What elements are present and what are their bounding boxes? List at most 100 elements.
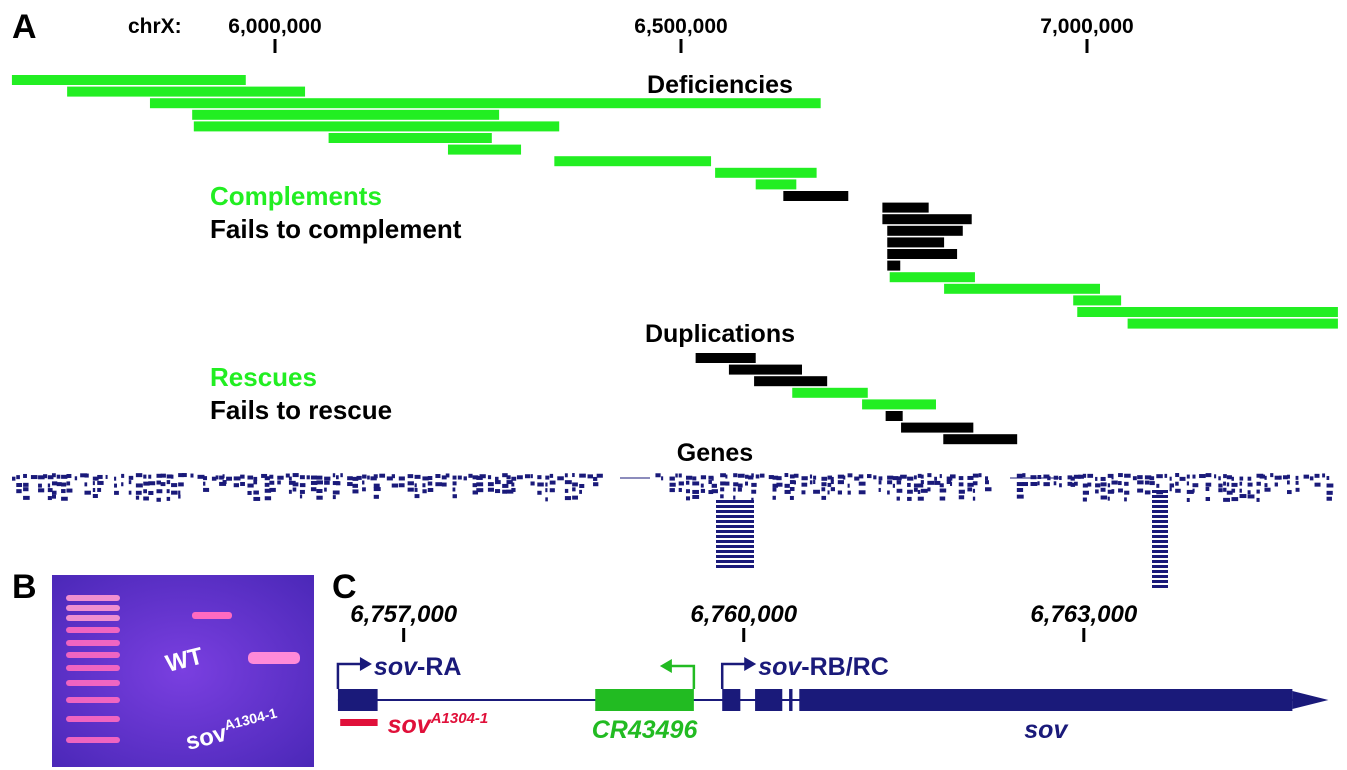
gene-model (537, 482, 543, 486)
gene-model (240, 475, 244, 479)
gene-model (1256, 498, 1259, 502)
gene-model (716, 530, 754, 533)
gene-model (136, 473, 142, 477)
gene-model (692, 476, 696, 480)
gene-model (502, 490, 507, 494)
gene-model (733, 488, 736, 492)
gene-model (428, 482, 432, 486)
gene-model (914, 488, 918, 492)
gene-model (588, 474, 593, 478)
gene-model (114, 491, 119, 495)
gene-model (1137, 480, 1143, 484)
gene-model (1227, 475, 1232, 479)
gene-model (828, 490, 830, 494)
gel-band (248, 652, 300, 664)
gene-model (831, 487, 835, 491)
interval-bar (944, 284, 1100, 294)
gene-model (720, 481, 725, 485)
gene-model (545, 476, 549, 480)
gene-model (579, 490, 582, 494)
gene-model (97, 475, 102, 479)
gene-model (821, 496, 826, 500)
gene-model (1101, 477, 1106, 481)
transcript-label: sov-RA (374, 653, 462, 681)
gene-model (545, 488, 547, 492)
gel-band (66, 605, 120, 611)
gene-model (854, 477, 859, 481)
interval-bar (67, 87, 305, 97)
gene-model (1152, 560, 1168, 563)
exon (338, 689, 378, 711)
gene-model (1187, 481, 1189, 485)
gene-model (1231, 497, 1238, 501)
gene-model (1199, 474, 1206, 478)
gene-model (572, 487, 575, 491)
gene-model (84, 474, 88, 478)
gene-model (66, 474, 71, 478)
gene-model (1083, 474, 1086, 478)
gel-band (66, 697, 120, 703)
gene-model (859, 482, 866, 486)
gene-model (897, 489, 903, 493)
gene-model (265, 483, 270, 487)
tss-arrow (722, 664, 746, 689)
gene-model (1248, 490, 1251, 494)
gene-model (167, 497, 170, 501)
gene-model (537, 475, 541, 479)
gene-model (307, 475, 310, 479)
exon (595, 689, 694, 711)
gene-model (415, 475, 421, 479)
mutation-sup: A1304-1 (430, 710, 489, 727)
gene-model (422, 483, 425, 487)
gene-model (148, 481, 155, 485)
gene-model (1108, 483, 1110, 487)
gene-model (716, 500, 754, 503)
transcript-suffix: -RB/RC (801, 653, 889, 681)
gene-model (745, 475, 749, 479)
gene-model (316, 480, 323, 484)
gene-model (733, 473, 737, 477)
gene-model (776, 483, 782, 487)
gene-model (1150, 481, 1155, 485)
gene-model (1175, 489, 1181, 493)
gene-model (716, 550, 754, 553)
mutation-label: sovA1304-1 (388, 710, 489, 739)
gene-model (1240, 489, 1242, 493)
gene-model (374, 495, 379, 499)
gene-model (940, 488, 947, 492)
gene-model (156, 498, 160, 502)
gene-model (253, 497, 260, 501)
gene-model (1231, 483, 1237, 487)
gene-model (738, 484, 743, 488)
gel-band (66, 615, 120, 621)
gene-model (907, 490, 913, 494)
mutation-name: sov (388, 711, 433, 739)
gene-model (182, 473, 187, 477)
gel-band (66, 652, 120, 658)
gene-model (408, 488, 414, 492)
gene-model (362, 487, 366, 491)
gene-model (716, 555, 754, 558)
gene-model (1152, 585, 1168, 588)
gene-model (1111, 489, 1114, 493)
gene-model (156, 489, 162, 493)
gene-model (408, 474, 414, 478)
gene-model (311, 476, 317, 480)
gene-model (1315, 483, 1321, 487)
gene-model (1137, 475, 1143, 479)
gene-model (725, 482, 729, 486)
gene-model (716, 540, 754, 543)
gene-model (1156, 484, 1159, 488)
gene-model (1192, 489, 1194, 493)
gene-model (511, 482, 514, 486)
gene-model (897, 497, 900, 501)
transcript-label: sov-RB/RC (758, 653, 889, 681)
gene-model (247, 476, 253, 480)
gene-model (442, 483, 447, 487)
gene-model (900, 475, 907, 479)
gene-model (52, 473, 56, 477)
gene-model (1152, 555, 1168, 558)
gene-model (374, 484, 380, 488)
legend-entry: Complements (210, 181, 382, 211)
gene-model (1296, 481, 1299, 485)
